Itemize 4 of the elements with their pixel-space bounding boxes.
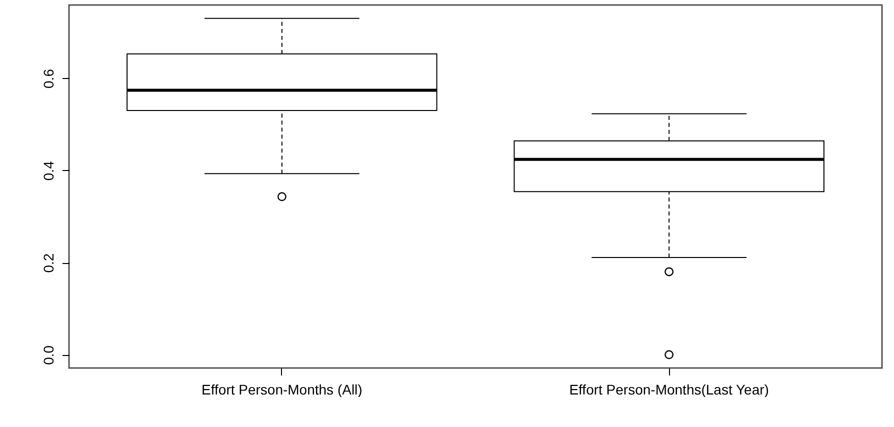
y-tick-label: 0.4 <box>40 160 56 181</box>
y-tick-label: 0.2 <box>40 253 56 273</box>
y-tick-label: 0.6 <box>40 68 56 88</box>
y-tick-label: 0.0 <box>40 345 56 365</box>
